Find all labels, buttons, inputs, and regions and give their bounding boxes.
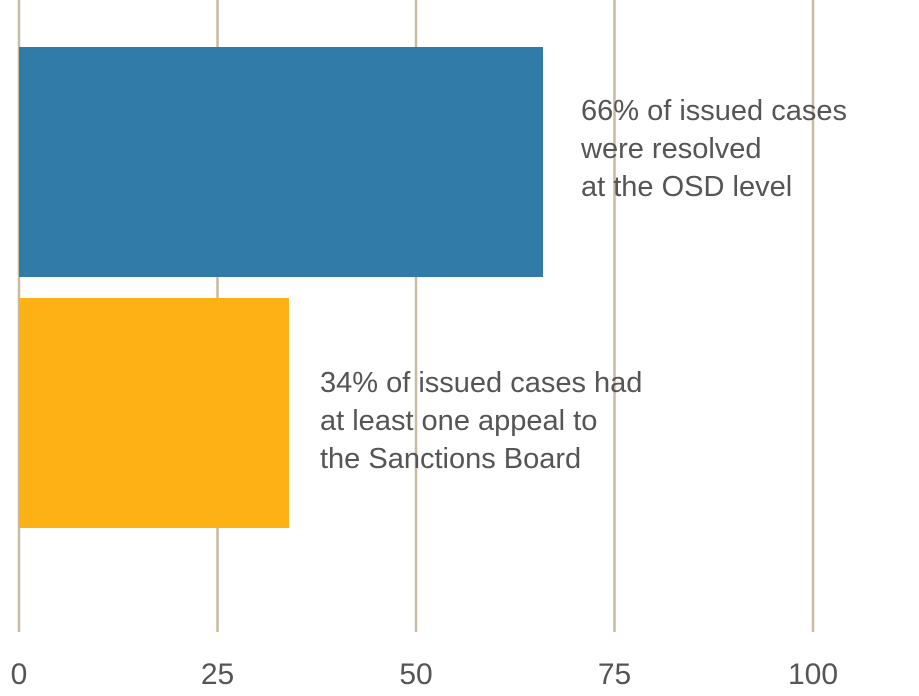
x-tick-label: 100 <box>788 658 838 691</box>
x-tick-label: 75 <box>598 658 631 691</box>
annotation-line: at least one appeal to <box>320 405 598 437</box>
annotation-line: at the OSD level <box>581 171 793 203</box>
annotation-line: 66% of issued cases <box>581 95 847 127</box>
bar <box>19 298 289 528</box>
x-tick-label: 50 <box>399 658 432 691</box>
annotation-resolved: 66% of issued cases were resolved at the… <box>581 92 847 206</box>
x-tick-label: 25 <box>201 658 234 691</box>
bar <box>19 47 544 277</box>
annotation-line: were resolved <box>581 133 762 165</box>
annotation-line: the Sanctions Board <box>320 443 582 475</box>
annotation-line: 34% of issued cases had <box>320 367 643 399</box>
x-tick-label: 0 <box>11 658 28 691</box>
annotation-appealed: 34% of issued cases had at least one app… <box>320 364 642 478</box>
